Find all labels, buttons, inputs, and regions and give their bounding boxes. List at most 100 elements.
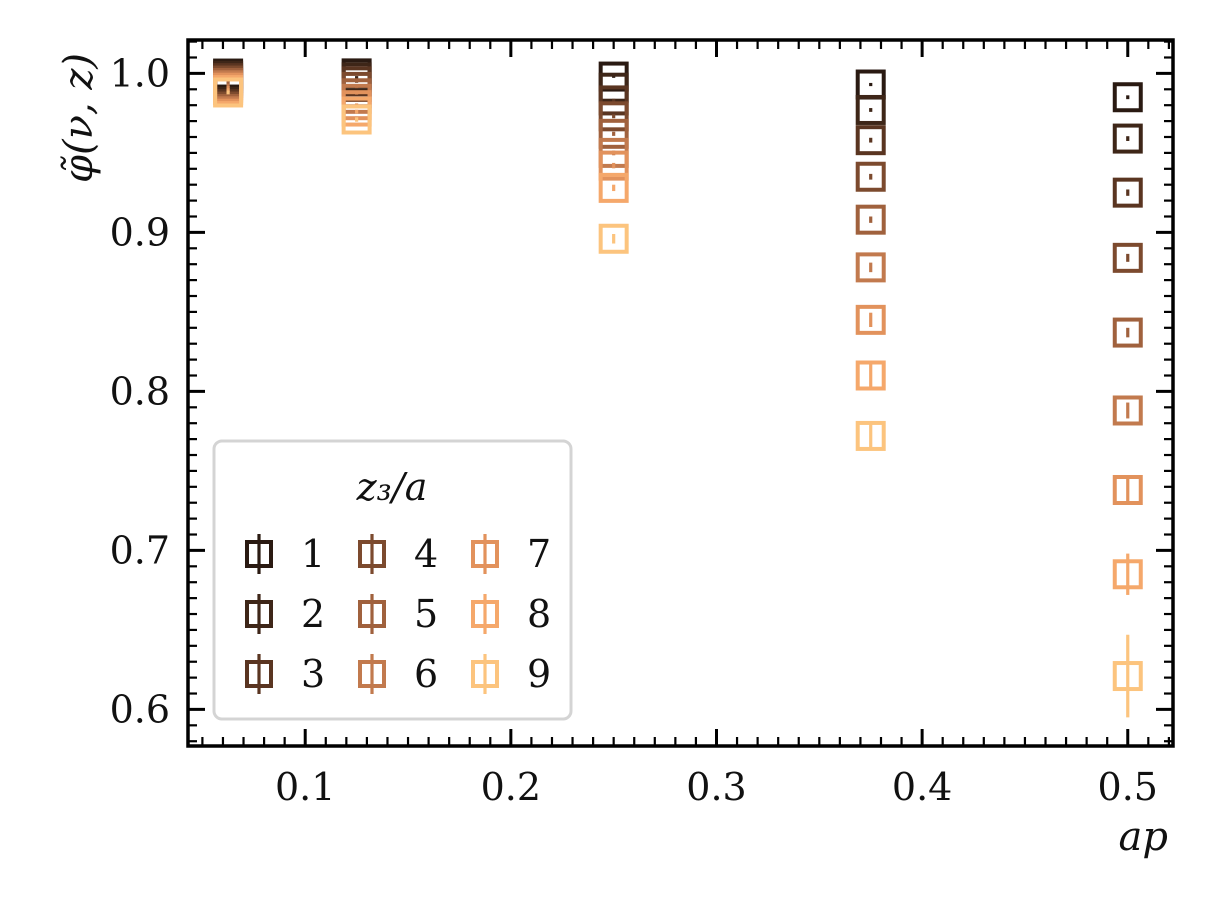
square-marker (1112, 177, 1143, 208)
legend-label: 4 (414, 532, 438, 576)
legend-label: 9 (527, 652, 551, 696)
x-tick-label: 0.3 (686, 765, 746, 809)
legend-box (212, 439, 573, 721)
square-marker (598, 223, 629, 254)
legend-item: 4 (358, 532, 438, 576)
x-tick-label: 0.2 (481, 765, 541, 809)
square-marker (598, 85, 629, 116)
square-marker (855, 94, 886, 125)
legend-item: 9 (471, 652, 551, 696)
data-point (855, 69, 886, 100)
legend-label: 7 (527, 532, 551, 576)
x-tick-label: 0.5 (1098, 765, 1158, 809)
y-tick-label: 0.6 (110, 687, 170, 731)
square-marker (1112, 317, 1143, 348)
square-marker (855, 360, 886, 391)
data-point (855, 161, 886, 192)
data-point (1112, 553, 1143, 595)
y-tick-label: 0.7 (110, 528, 170, 572)
legend-item: 3 (245, 652, 325, 696)
legend-label: 6 (414, 652, 438, 696)
legend-label: 1 (301, 532, 325, 576)
data-point (598, 118, 629, 149)
square-marker (1112, 559, 1143, 590)
data-point (1112, 474, 1143, 505)
square-marker (213, 77, 244, 108)
data-point (1112, 395, 1143, 426)
legend-item: 2 (245, 592, 325, 636)
legend-square-marker (471, 540, 499, 568)
legend-square-marker (358, 540, 386, 568)
square-marker (855, 252, 886, 283)
legend-items: 1 2 3 4 5 6 7 8 9 (245, 532, 551, 696)
legend-item: 5 (358, 592, 438, 636)
data-points (213, 58, 1143, 718)
square-marker (855, 204, 886, 235)
square-marker (598, 101, 629, 132)
square-marker (1112, 395, 1143, 426)
y-tick-label: 1.0 (110, 51, 170, 95)
x-tick-label: 0.1 (275, 765, 335, 809)
square-marker (855, 161, 886, 192)
square-marker (855, 125, 886, 156)
data-point (1112, 242, 1143, 273)
data-point (598, 223, 629, 254)
major-ticks (188, 40, 1173, 746)
legend-square-marker (471, 660, 499, 688)
data-point (855, 204, 886, 235)
legend-square-marker (245, 540, 273, 568)
square-marker (1112, 82, 1143, 113)
data-point (1112, 634, 1143, 718)
legend-item: 8 (471, 592, 551, 636)
square-marker (1112, 661, 1143, 692)
y-tick-label: 0.9 (110, 210, 170, 254)
legend-label: 5 (414, 592, 438, 636)
data-point (855, 304, 886, 335)
data-point (598, 101, 629, 132)
data-point (855, 420, 886, 451)
data-point (1112, 317, 1143, 348)
square-marker (598, 172, 629, 203)
legend-square-marker (245, 660, 273, 688)
data-point (855, 360, 886, 391)
legend-label: 8 (527, 592, 551, 636)
data-point (855, 94, 886, 125)
legend-square-marker (358, 660, 386, 688)
data-point (598, 172, 629, 203)
x-tick-labels: 0.1 0.2 0.3 0.4 0.5 (275, 765, 1158, 809)
legend-square-marker (245, 600, 273, 628)
data-point (855, 125, 886, 156)
square-marker (1112, 474, 1143, 505)
legend-label: 2 (301, 592, 325, 636)
square-marker (1112, 123, 1143, 154)
square-marker (855, 420, 886, 451)
legend-item: 6 (358, 652, 438, 696)
square-marker (598, 150, 629, 181)
data-point (1112, 123, 1143, 154)
data-point (598, 150, 629, 181)
data-point (1112, 82, 1143, 113)
y-tick-labels: 0.6 0.7 0.8 0.9 1.0 (110, 51, 170, 731)
legend-item: 1 (245, 532, 325, 576)
y-axis-label: φ̃(ν, z) (56, 53, 102, 183)
legend: z₃/a 1 2 3 4 5 6 7 8 9 (212, 439, 573, 721)
y-tick-label: 0.8 (110, 369, 170, 413)
square-marker (598, 118, 629, 149)
legend-label: 3 (301, 652, 325, 696)
x-tick-label: 0.4 (892, 765, 952, 809)
data-point (213, 77, 244, 108)
legend-square-marker (358, 600, 386, 628)
legend-item: 7 (471, 532, 551, 576)
x-axis-label: ap (1119, 814, 1168, 860)
square-marker (855, 304, 886, 335)
data-point (1112, 177, 1143, 208)
legend-square-marker (471, 600, 499, 628)
square-marker (341, 104, 372, 135)
legend-title: z₃/a (356, 465, 428, 509)
data-point (855, 252, 886, 283)
data-point (341, 104, 372, 135)
square-marker (1112, 242, 1143, 273)
plot-frame (186, 38, 1175, 748)
